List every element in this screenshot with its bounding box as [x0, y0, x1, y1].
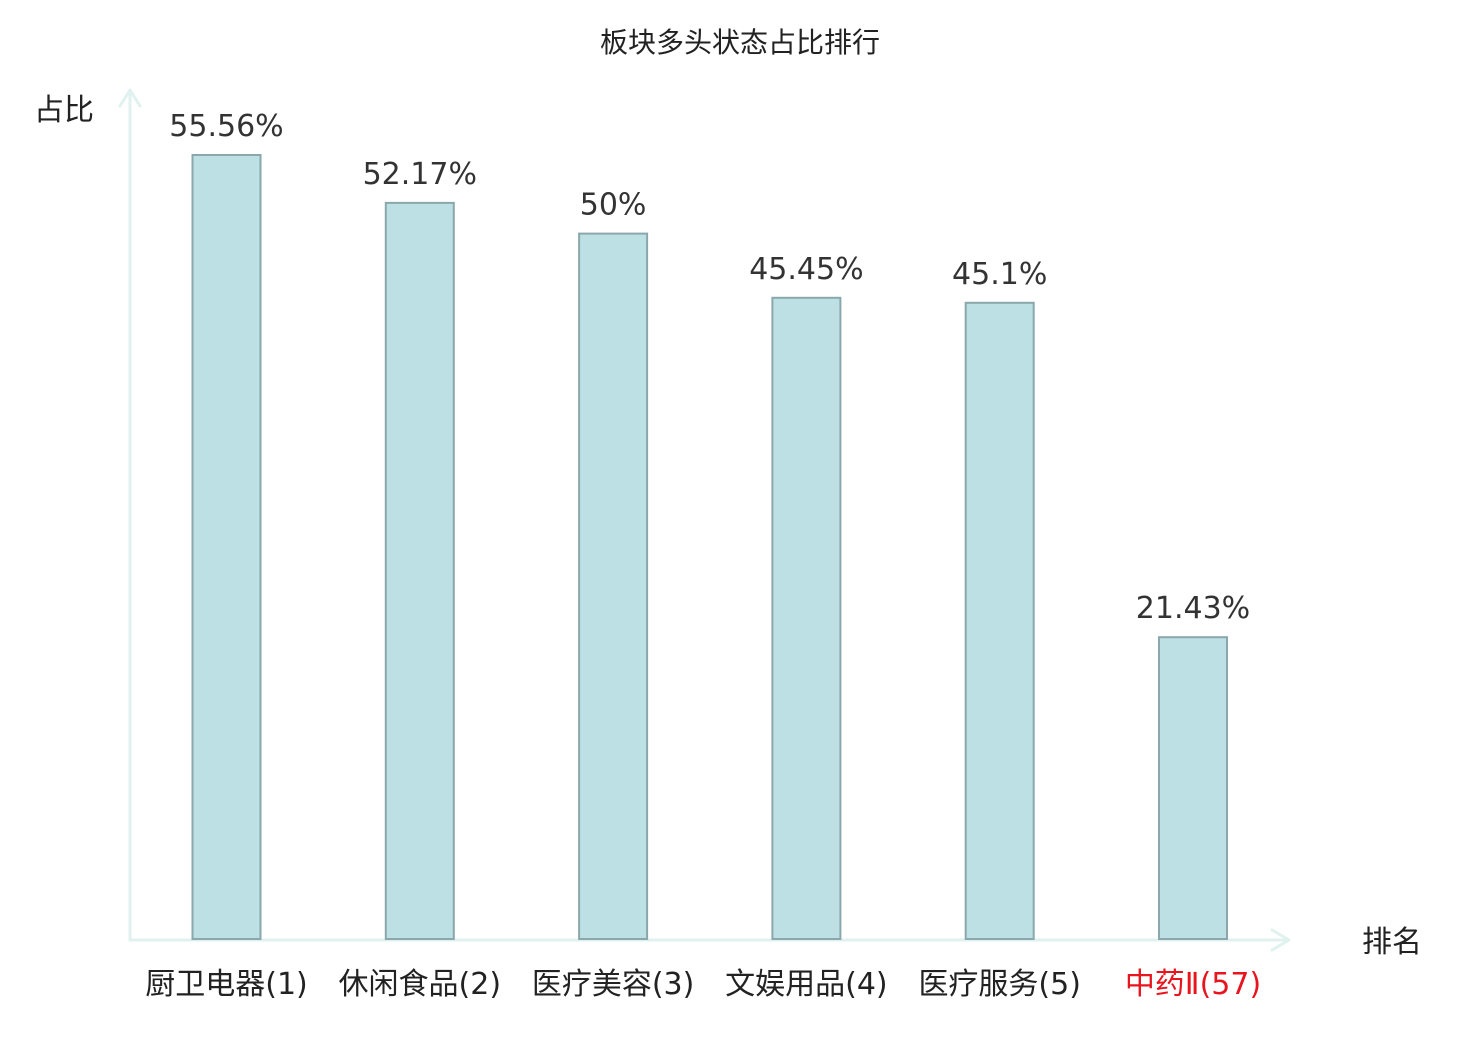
axes: [118, 88, 1291, 952]
bar: [384, 201, 455, 940]
chart-title: 板块多头状态占比排行: [600, 26, 880, 59]
bar-value-label: 21.43%: [1136, 591, 1250, 626]
bar: [578, 232, 649, 941]
x-axis-arrow: [1270, 928, 1291, 952]
bar-value-label: 45.45%: [749, 252, 863, 287]
category-labels-group: 厨卫电器(1) 休闲食品(2) 医疗美容(3) 文娱用品(4) 医疗服务(5) 中药Ⅱ(5…: [145, 967, 1261, 1002]
category-label: 休闲食品(2): [339, 967, 502, 1002]
category-label: 医疗服务(5): [918, 967, 1081, 1002]
bar: [771, 296, 842, 940]
category-label: 中药Ⅱ(57): [1125, 967, 1261, 1002]
category-label: 文娱用品(4): [725, 967, 888, 1002]
x-axis-label: 排名: [1362, 925, 1422, 960]
y-axis-label: 占比: [34, 93, 94, 128]
bar: [191, 154, 262, 940]
category-label: 医疗美容(3): [532, 967, 695, 1002]
bar-value-label: 45.1%: [952, 257, 1047, 292]
bar: [1158, 636, 1228, 940]
category-label: 厨卫电器(1): [145, 967, 308, 1002]
bar-value-label: 55.56%: [169, 109, 283, 144]
value-labels-group: 55.56% 52.17% 50% 45.45% 45.1% 21.43%: [169, 109, 1250, 626]
bars-group: [191, 154, 1228, 941]
bar: [964, 301, 1035, 940]
bar-value-label: 50%: [580, 188, 647, 223]
bar-value-label: 52.17%: [363, 157, 477, 192]
y-axis-arrow: [118, 88, 142, 108]
